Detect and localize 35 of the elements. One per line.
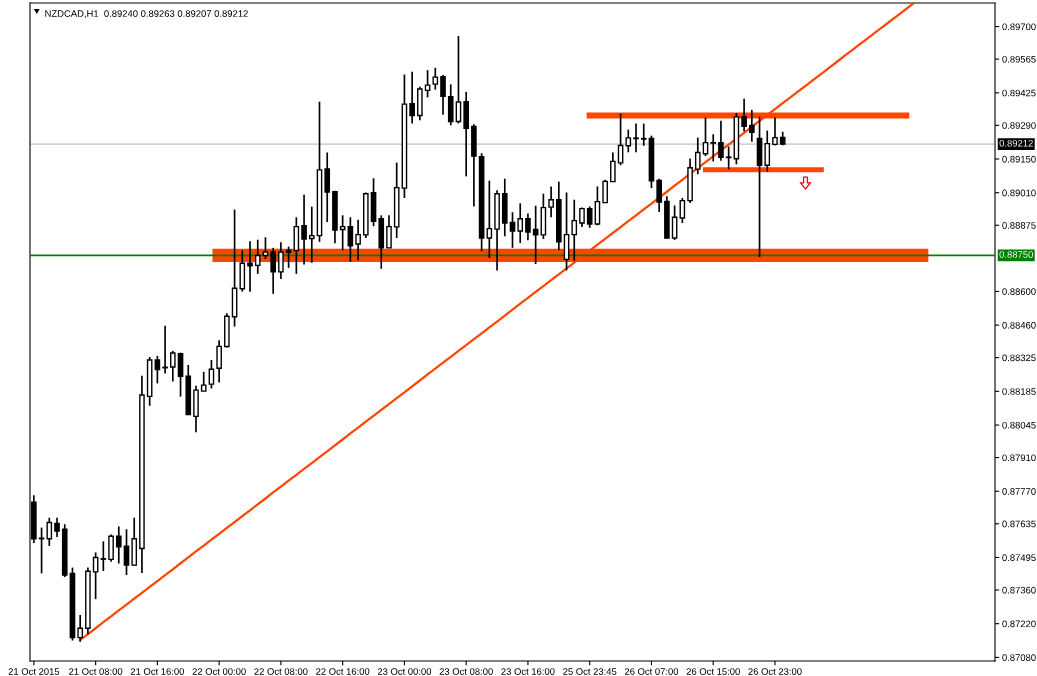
y-tick-label: 0.87635 [1002,520,1036,528]
y-tick-label: 0.89565 [1002,55,1036,63]
y-tick-label: 0.88185 [1002,388,1036,395]
y-tick-label: 0.87495 [1002,554,1036,561]
x-tick-label: 23 Oct 00:00 [377,668,432,675]
y-tick-label: 0.88875 [1002,222,1036,229]
y-tick-label: 0.87080 [1002,654,1036,661]
x-tick-label: 25 Oct 23:45 [563,668,617,675]
y-tick-label: 0.87910 [1002,454,1036,462]
y-tick-label: 0.89150 [1002,155,1036,163]
y-tick-label: 0.89010 [1002,189,1036,197]
y-tick-label: 0.88325 [1002,354,1036,362]
x-tick-label: 26 Oct 23:00 [748,668,802,675]
x-tick-label: 21 Oct 2015 [8,668,60,675]
ref-line-label: 0.88750 [999,251,1033,258]
ref-line-label: 0.89212 [999,139,1033,147]
y-tick-label: 0.88045 [1002,421,1036,429]
y-tick-label: 0.87360 [1002,586,1036,594]
x-tick-label: 21 Oct 16:00 [130,668,185,675]
x-tick-label: 23 Oct 08:00 [439,668,493,675]
x-tick-label: 22 Oct 08:00 [254,668,308,675]
y-tick-label: 0.87770 [1002,488,1036,495]
x-tick-label: 26 Oct 07:00 [624,668,679,675]
text: NZDCAD,H1 0.89240 0.89263 0.89207 0.89212 [45,10,248,19]
x-tick-label: 26 Oct 15:00 [686,668,740,675]
x-tick-label: 22 Oct 00:00 [192,668,246,675]
y-tick-label: 0.87220 [1002,620,1036,628]
y-tick-label: 0.89290 [1002,122,1036,129]
y-tick-label: 0.89425 [1002,89,1036,97]
y-tick-label: 0.88460 [1002,321,1036,329]
y-tick-label: 0.89700 [1002,23,1036,31]
y-tick-label: 0.88600 [1002,288,1036,295]
x-tick-label: 22 Oct 16:00 [316,668,370,675]
x-tick-label: 23 Oct 16:00 [501,668,555,675]
x-tick-label: 21 Oct 08:00 [69,668,123,675]
